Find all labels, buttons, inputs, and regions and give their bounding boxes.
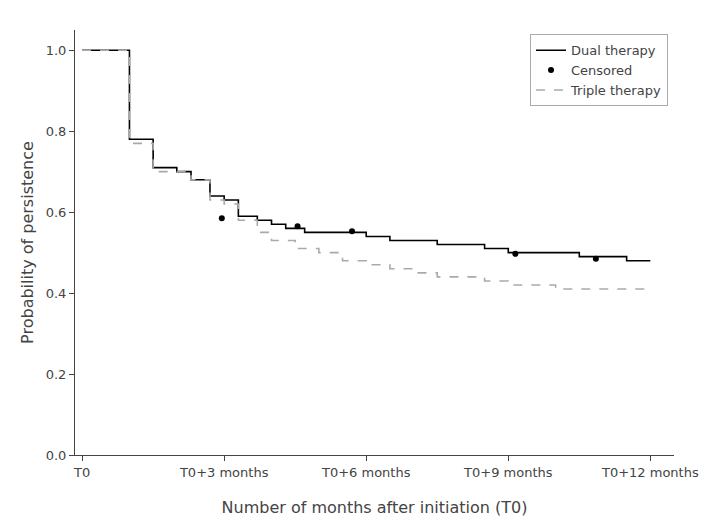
svg-text:0.0: 0.0 [46, 448, 67, 463]
svg-text:T0+12 months: T0+12 months [601, 465, 699, 480]
svg-text:0.2: 0.2 [46, 367, 67, 382]
svg-text:Number of months after initiat: Number of months after initiation (T0) [222, 498, 528, 517]
svg-text:Censored: Censored [571, 63, 632, 78]
svg-text:T0+3 months: T0+3 months [179, 465, 269, 480]
svg-text:0.6: 0.6 [46, 205, 67, 220]
svg-text:Dual therapy: Dual therapy [571, 43, 656, 58]
svg-text:0.8: 0.8 [46, 124, 67, 139]
svg-text:T0+6 months: T0+6 months [321, 465, 411, 480]
svg-text:Probability of persistence: Probability of persistence [18, 141, 37, 344]
svg-text:Triple therapy: Triple therapy [570, 83, 661, 98]
svg-text:0.4: 0.4 [46, 286, 67, 301]
svg-text:T0: T0 [73, 465, 90, 480]
svg-text:1.0: 1.0 [46, 43, 67, 58]
svg-text:T0+9 months: T0+9 months [463, 465, 553, 480]
